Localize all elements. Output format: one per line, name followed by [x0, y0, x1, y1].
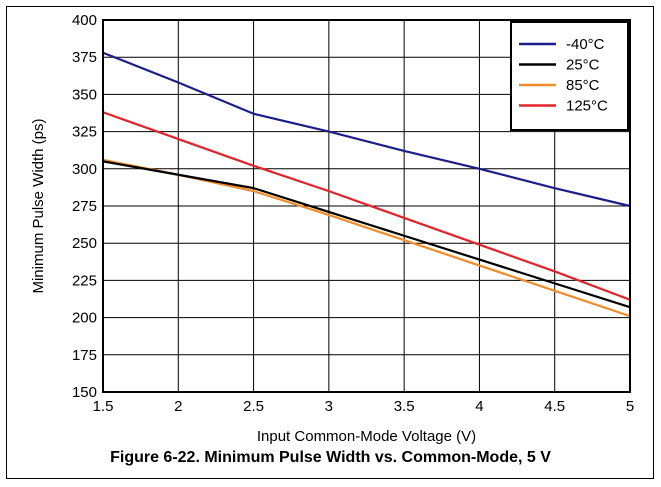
y-tick-label: 325 — [72, 124, 97, 141]
x-tick-labels: 1.5 2 2.5 3 3.5 4 4.5 5 — [93, 398, 635, 415]
y-tick-label: 225 — [72, 272, 97, 289]
legend: -40°C 25°C 85°C 125°C — [510, 21, 629, 131]
y-axis-label: Minimum Pulse Width (ps) — [30, 118, 47, 293]
legend-label: 85°C — [566, 77, 600, 94]
series-group — [102, 51, 631, 318]
y-tick-label: 375 — [72, 49, 97, 66]
y-tick-label: 175 — [72, 347, 97, 364]
y-tick-label: 300 — [72, 161, 97, 178]
y-tick-label: 150 — [72, 384, 97, 401]
x-tick-label: 3.5 — [394, 398, 415, 415]
series-line — [102, 111, 631, 301]
x-tick-label: 2 — [174, 398, 182, 415]
y-tick-label: 200 — [72, 310, 97, 327]
x-tick-label: 3 — [325, 398, 333, 415]
plot-border — [102, 19, 631, 393]
x-axis-label: Input Common-Mode Voltage (V) — [257, 428, 476, 445]
y-tick-label: 250 — [72, 235, 97, 252]
legend-label: 125°C — [566, 98, 608, 115]
x-tick-label: 2.5 — [243, 398, 264, 415]
y-tick-labels: 150 175 200 225 250 275 300 325 350 375 400 — [72, 12, 97, 401]
y-tick-label: 350 — [72, 86, 97, 103]
legend-label: 25°C — [566, 57, 600, 74]
x-tick-label: 5 — [626, 398, 634, 415]
x-tick-label: 4 — [475, 398, 483, 415]
legend-box — [510, 21, 629, 131]
series-line — [102, 158, 631, 318]
figure-caption: Figure 6-22. Minimum Pulse Width vs. Com… — [110, 449, 551, 466]
series-line — [102, 160, 631, 309]
legend-label: -40°C — [566, 36, 605, 53]
y-tick-label: 400 — [72, 12, 97, 29]
x-tick-label: 1.5 — [93, 398, 114, 415]
series-line — [102, 51, 631, 208]
x-tick-label: 4.5 — [544, 398, 565, 415]
y-tick-label: 275 — [72, 198, 97, 215]
